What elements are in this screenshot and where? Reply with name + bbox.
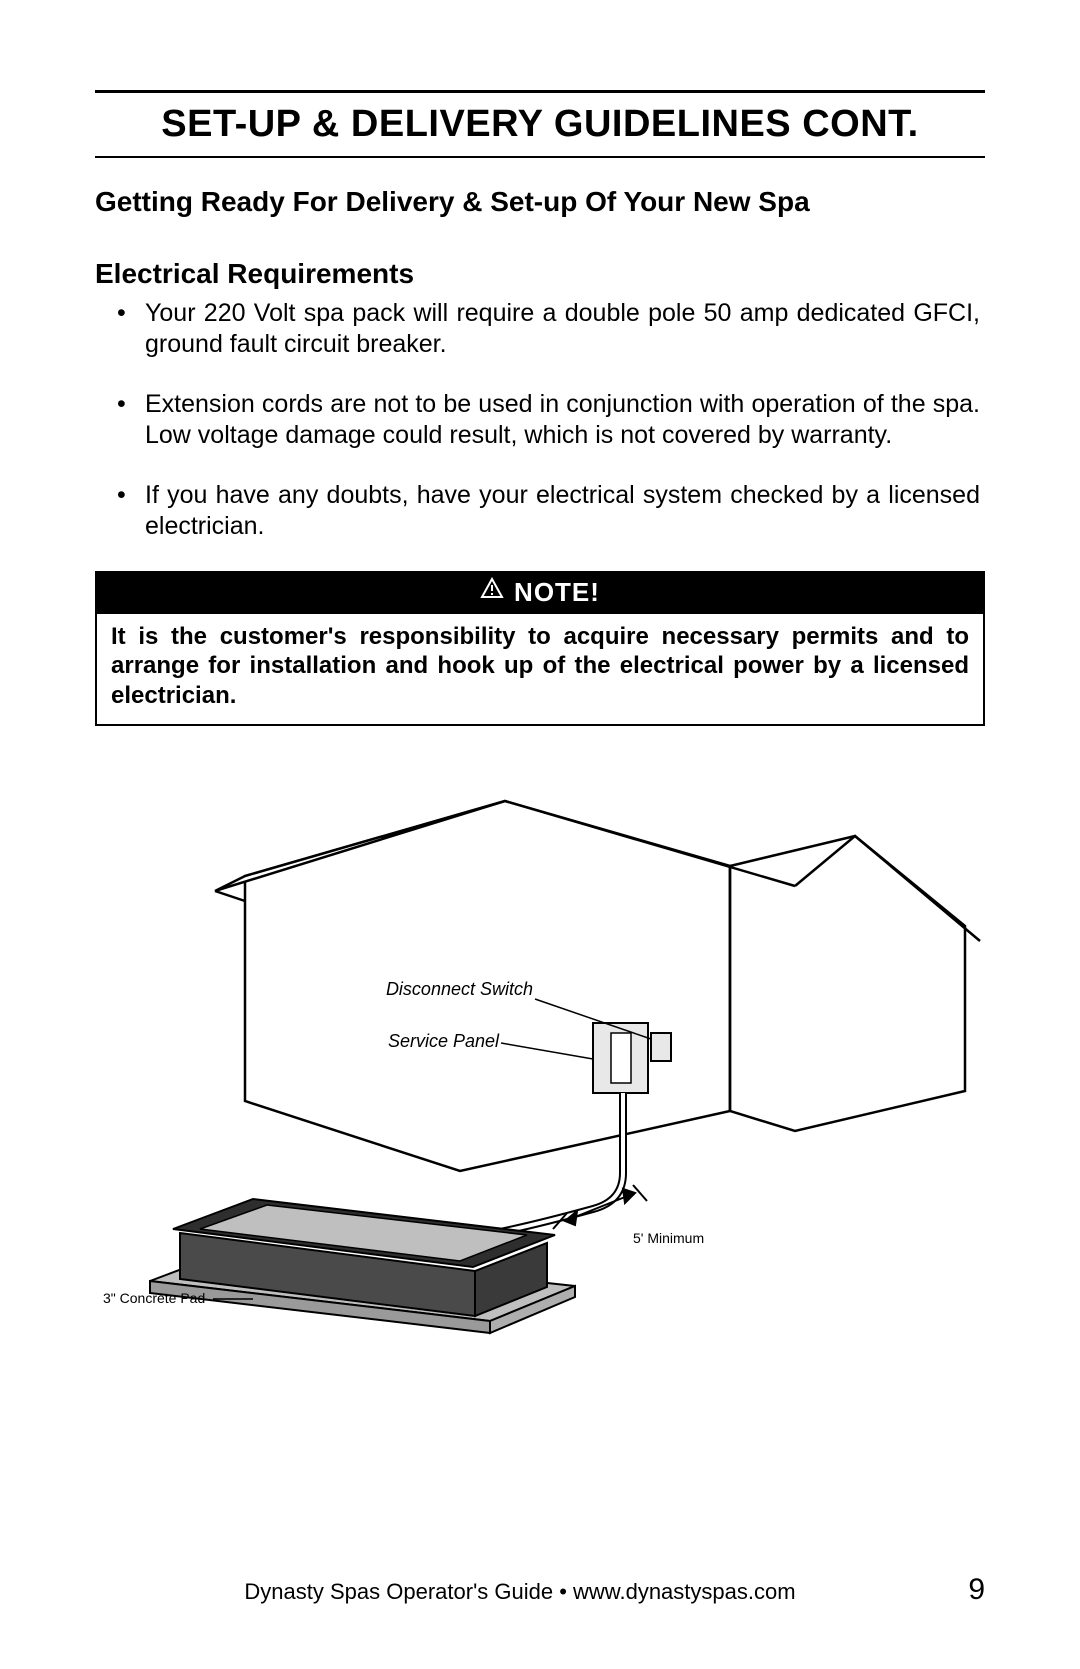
subsection-title: Electrical Requirements bbox=[95, 258, 985, 290]
page-title: SET-UP & DELIVERY GUIDELINES CONT. bbox=[95, 93, 985, 156]
service-panel-icon bbox=[593, 1023, 648, 1093]
section-title: Getting Ready For Delivery & Set-up Of Y… bbox=[95, 186, 985, 218]
footer-text: Dynasty Spas Operator's Guide • www.dyna… bbox=[95, 1579, 945, 1605]
min-distance-label: 5' Minimum bbox=[633, 1230, 704, 1246]
title-underline bbox=[95, 156, 985, 158]
bullet-list: Your 220 Volt spa pack will require a do… bbox=[95, 298, 985, 541]
note-body: It is the customer's responsibility to a… bbox=[97, 614, 983, 724]
bullet-item: Extension cords are not to be used in co… bbox=[145, 389, 980, 450]
note-header: NOTE! bbox=[97, 573, 983, 614]
note-label: NOTE! bbox=[514, 577, 600, 608]
concrete-pad-label: 3" Concrete Pad bbox=[103, 1290, 205, 1306]
page-footer: Dynasty Spas Operator's Guide • www.dyna… bbox=[95, 1573, 985, 1607]
bullet-item: If you have any doubts, have your electr… bbox=[145, 480, 980, 541]
page: SET-UP & DELIVERY GUIDELINES CONT. Getti… bbox=[0, 0, 1080, 1669]
warning-icon bbox=[480, 577, 504, 608]
bullet-item: Your 220 Volt spa pack will require a do… bbox=[145, 298, 980, 359]
disconnect-switch-icon bbox=[651, 1033, 671, 1061]
house-outline bbox=[215, 801, 980, 1171]
page-number: 9 bbox=[945, 1573, 985, 1607]
service-panel-label: Service Panel bbox=[388, 1031, 500, 1051]
installation-diagram: Disconnect Switch Service Panel 3" Concr… bbox=[95, 781, 985, 1341]
disconnect-switch-label: Disconnect Switch bbox=[386, 979, 533, 999]
min-distance-arrow bbox=[553, 1185, 647, 1229]
note-box: NOTE! It is the customer's responsibilit… bbox=[95, 571, 985, 726]
